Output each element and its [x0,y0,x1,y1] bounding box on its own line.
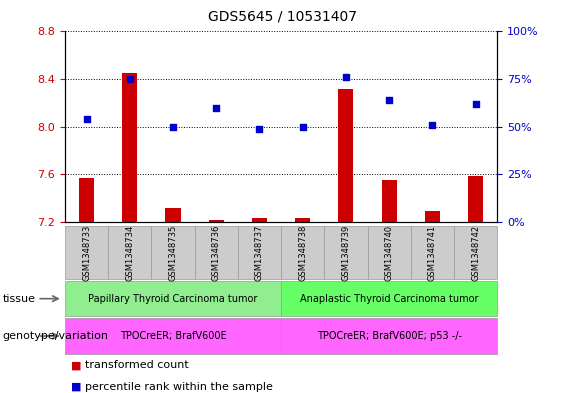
Text: GSM1348735: GSM1348735 [168,224,177,281]
Text: GSM1348733: GSM1348733 [82,224,91,281]
Text: tissue: tissue [3,294,36,304]
Text: Anaplastic Thyroid Carcinoma tumor: Anaplastic Thyroid Carcinoma tumor [300,294,479,304]
Text: GSM1348734: GSM1348734 [125,224,134,281]
Text: GSM1348736: GSM1348736 [212,224,221,281]
Text: transformed count: transformed count [85,360,189,371]
Bar [338,89,354,222]
Bar [122,73,137,222]
Text: GSM1348738: GSM1348738 [298,224,307,281]
Point [428,122,437,128]
Text: GSM1348742: GSM1348742 [471,224,480,281]
Text: GSM1348741: GSM1348741 [428,224,437,281]
Text: genotype/variation: genotype/variation [3,331,109,341]
Text: Papillary Thyroid Carcinoma tumor: Papillary Thyroid Carcinoma tumor [88,294,258,304]
Text: percentile rank within the sample: percentile rank within the sample [85,382,273,392]
Point [471,101,480,107]
Bar [79,178,94,222]
Point [341,74,350,80]
Text: ■: ■ [71,382,81,392]
Bar [381,180,397,222]
Bar [252,219,267,222]
Point [298,123,307,130]
Text: TPOCreER; BrafV600E: TPOCreER; BrafV600E [120,331,227,341]
Text: ■: ■ [71,360,81,371]
Text: GSM1348740: GSM1348740 [385,224,394,281]
Point [255,125,264,132]
Point [168,123,177,130]
Text: TPOCreER; BrafV600E; p53 -/-: TPOCreER; BrafV600E; p53 -/- [316,331,462,341]
Point [212,105,221,111]
Point [82,116,91,122]
Text: GDS5645 / 10531407: GDS5645 / 10531407 [208,10,357,24]
Bar [295,219,310,222]
Bar [468,176,483,222]
Bar [425,211,440,222]
Bar [208,220,224,222]
Point [125,76,134,82]
Point [385,97,394,103]
Text: GSM1348739: GSM1348739 [341,224,350,281]
Text: GSM1348737: GSM1348737 [255,224,264,281]
Bar [166,208,181,222]
